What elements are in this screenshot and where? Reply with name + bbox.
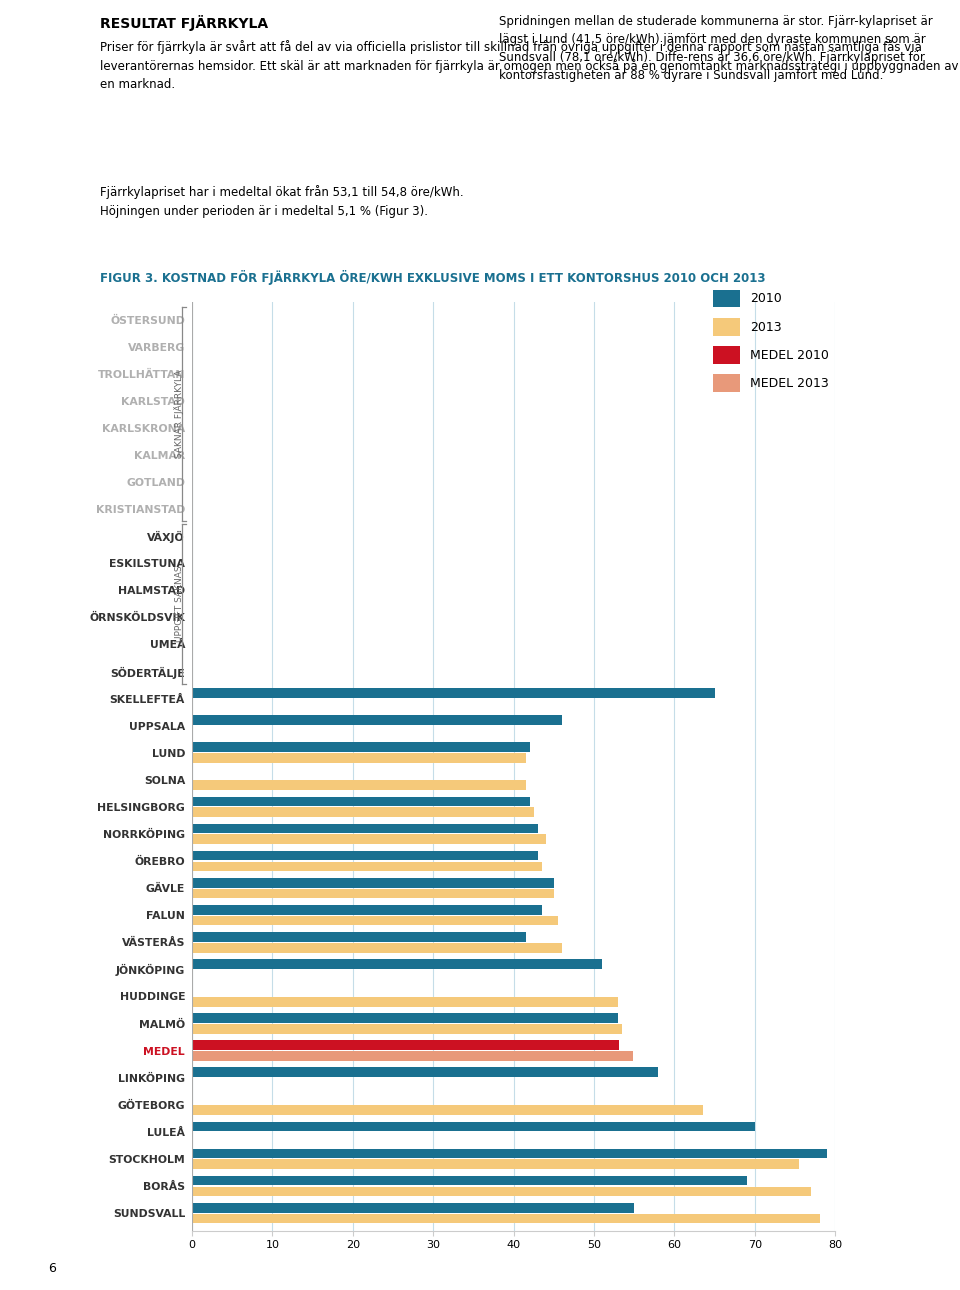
Bar — [192, 1202, 635, 1213]
Bar — [192, 716, 562, 725]
Bar — [192, 1040, 619, 1050]
Legend: 2010, 2013, MEDEL 2010, MEDEL 2013: 2010, 2013, MEDEL 2010, MEDEL 2013 — [712, 289, 828, 392]
Bar — [192, 1148, 828, 1158]
Text: Fjärrkylapriset har i medeltal ökat från 53,1 till 54,8 öre/kWh.
Höjningen under: Fjärrkylapriset har i medeltal ökat från… — [100, 184, 464, 218]
Bar — [192, 997, 618, 1006]
Bar — [192, 1013, 618, 1023]
Bar — [192, 877, 554, 888]
Bar — [192, 1024, 622, 1033]
Text: RESULTAT FJÄRRKYLA: RESULTAT FJÄRRKYLA — [100, 15, 268, 31]
Bar — [192, 889, 554, 898]
Bar — [192, 1051, 633, 1060]
Bar — [192, 862, 541, 871]
Bar — [192, 850, 538, 860]
Bar — [192, 835, 545, 844]
Bar — [192, 808, 534, 817]
Bar — [192, 824, 538, 833]
Bar — [192, 797, 530, 806]
Bar — [192, 689, 714, 698]
Bar — [192, 1160, 799, 1169]
Text: SAKNAR FJÄRRKYLA: SAKNAR FJÄRRKYLA — [174, 370, 184, 458]
Bar — [192, 943, 562, 952]
Bar — [192, 743, 530, 752]
Bar — [192, 931, 526, 942]
Bar — [192, 780, 526, 789]
Bar — [192, 1121, 755, 1131]
Text: FIGUR 3. KOSTNAD FÖR FJÄRRKYLA ÖRE/KWH EXKLUSIVE MOMS I ETT KONTORSHUS 2010 OCH : FIGUR 3. KOSTNAD FÖR FJÄRRKYLA ÖRE/KWH E… — [100, 270, 765, 285]
Text: Spridningen mellan de studerade kommunerna är stor. Fjärr-kylapriset är lägst i : Spridningen mellan de studerade kommuner… — [499, 15, 933, 83]
Text: Priser för fjärrkyla är svårt att få del av via officiella prislistor till skill: Priser för fjärrkyla är svårt att få del… — [100, 40, 958, 92]
Bar — [192, 753, 526, 762]
Bar — [192, 1187, 811, 1196]
Bar — [192, 1214, 820, 1223]
Bar — [192, 1175, 747, 1186]
Bar — [192, 904, 541, 915]
Text: 6: 6 — [48, 1262, 56, 1275]
Bar — [192, 1067, 659, 1077]
Bar — [192, 916, 558, 925]
Bar — [192, 1106, 703, 1115]
Text: UPPGIFT SAKNAS: UPPGIFT SAKNAS — [175, 565, 183, 642]
Bar — [192, 958, 602, 969]
